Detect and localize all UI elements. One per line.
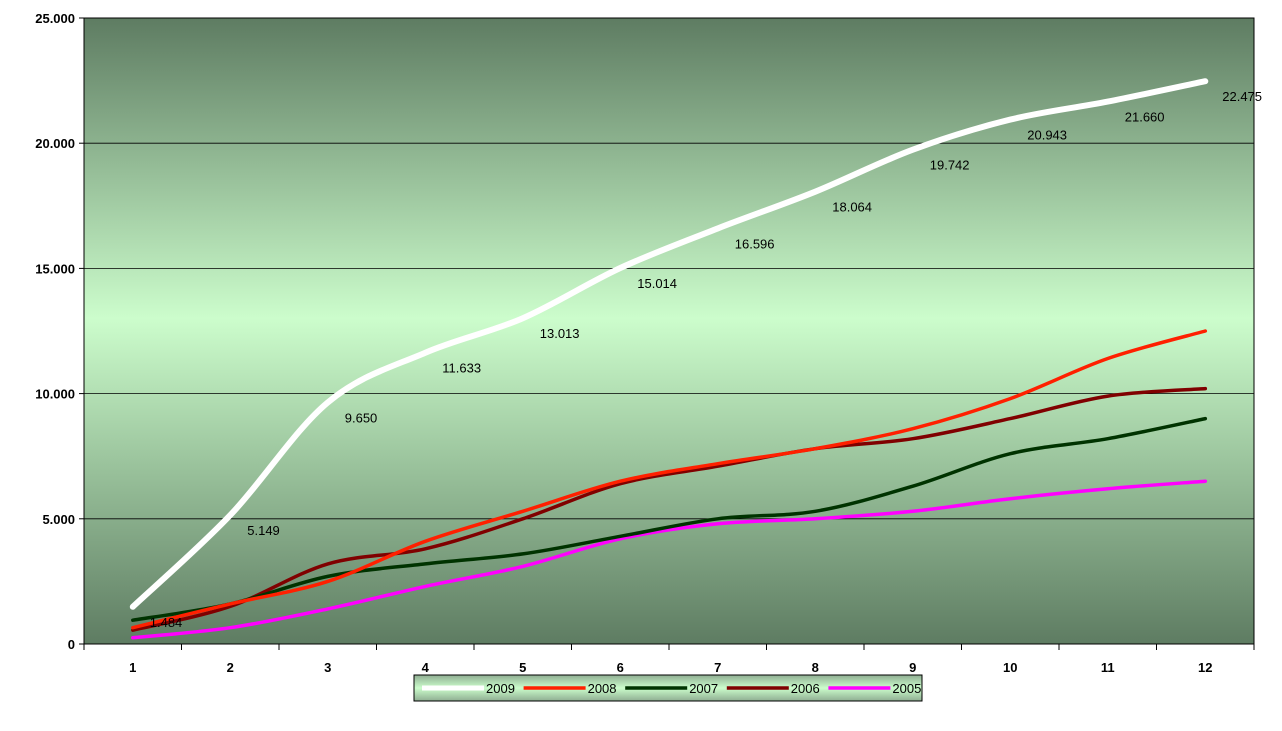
y-tick-label: 5.000 xyxy=(42,512,75,527)
legend: 2009 2008 2007 2006 2005 xyxy=(414,675,922,701)
y-tick-label: 20.000 xyxy=(35,136,75,151)
data-label: 13.013 xyxy=(540,326,580,341)
x-tick-label: 8 xyxy=(812,660,819,675)
x-axis: 1 2 3 4 5 6 7 8 9 10 11 12 xyxy=(84,644,1254,675)
x-tick-label: 11 xyxy=(1101,660,1115,675)
data-label: 1.484 xyxy=(150,615,183,630)
legend-label-2009: 2009 xyxy=(486,681,515,696)
y-axis: 0 5.000 10.000 15.000 20.000 25.000 xyxy=(35,11,84,652)
data-label: 22.475 xyxy=(1222,89,1262,104)
data-label: 11.633 xyxy=(442,361,481,376)
y-tick-label: 15.000 xyxy=(35,261,75,276)
data-label: 16.596 xyxy=(735,236,775,251)
x-tick-label: 10 xyxy=(1003,660,1017,675)
legend-label-2005: 2005 xyxy=(892,681,921,696)
data-label: 9.650 xyxy=(345,410,378,425)
x-tick-label: 2 xyxy=(227,660,234,675)
x-tick-label: 9 xyxy=(909,660,916,675)
data-label: 15.014 xyxy=(637,276,677,291)
data-label: 5.149 xyxy=(247,523,280,538)
data-label: 19.742 xyxy=(930,158,970,173)
legend-label-2007: 2007 xyxy=(689,681,718,696)
y-tick-label: 25.000 xyxy=(35,11,75,26)
legend-label-2006: 2006 xyxy=(791,681,820,696)
plot-area xyxy=(84,18,1254,644)
data-label: 21.660 xyxy=(1125,110,1165,125)
x-tick-label: 7 xyxy=(714,660,721,675)
legend-label-2008: 2008 xyxy=(588,681,617,696)
x-tick-label: 1 xyxy=(129,660,136,675)
data-label: 20.943 xyxy=(1027,128,1067,143)
x-tick-label: 4 xyxy=(422,660,430,675)
x-tick-label: 3 xyxy=(324,660,331,675)
data-label: 18.064 xyxy=(832,200,872,215)
x-tick-label: 6 xyxy=(617,660,624,675)
x-tick-label: 12 xyxy=(1198,660,1212,675)
y-tick-label: 10.000 xyxy=(35,387,75,402)
y-tick-label: 0 xyxy=(68,637,75,652)
x-tick-label: 5 xyxy=(519,660,526,675)
